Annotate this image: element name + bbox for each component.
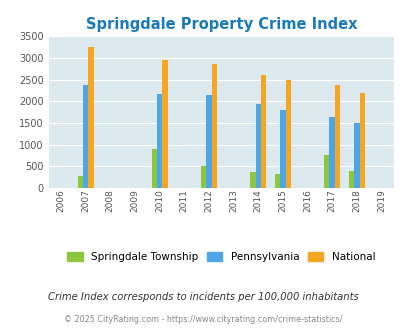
- Bar: [334, 85, 339, 188]
- Bar: [83, 85, 88, 188]
- Bar: [285, 80, 290, 188]
- Bar: [162, 60, 167, 188]
- Bar: [329, 117, 334, 188]
- Text: © 2025 CityRating.com - https://www.cityrating.com/crime-statistics/: © 2025 CityRating.com - https://www.city…: [64, 315, 341, 324]
- Text: Crime Index corresponds to incidents per 100,000 inhabitants: Crime Index corresponds to incidents per…: [47, 292, 358, 302]
- Bar: [279, 110, 285, 188]
- Bar: [151, 149, 157, 188]
- Bar: [323, 155, 329, 188]
- Bar: [255, 104, 260, 188]
- Bar: [200, 166, 206, 188]
- Bar: [359, 93, 364, 188]
- Bar: [260, 75, 266, 188]
- Bar: [157, 94, 162, 188]
- Bar: [249, 172, 255, 188]
- Bar: [88, 47, 94, 188]
- Bar: [348, 171, 353, 188]
- Bar: [211, 64, 217, 188]
- Bar: [77, 177, 83, 188]
- Title: Springdale Property Crime Index: Springdale Property Crime Index: [85, 17, 356, 32]
- Bar: [353, 123, 359, 188]
- Bar: [206, 95, 211, 188]
- Legend: Springdale Township, Pennsylvania, National: Springdale Township, Pennsylvania, Natio…: [63, 248, 379, 267]
- Bar: [274, 174, 279, 188]
